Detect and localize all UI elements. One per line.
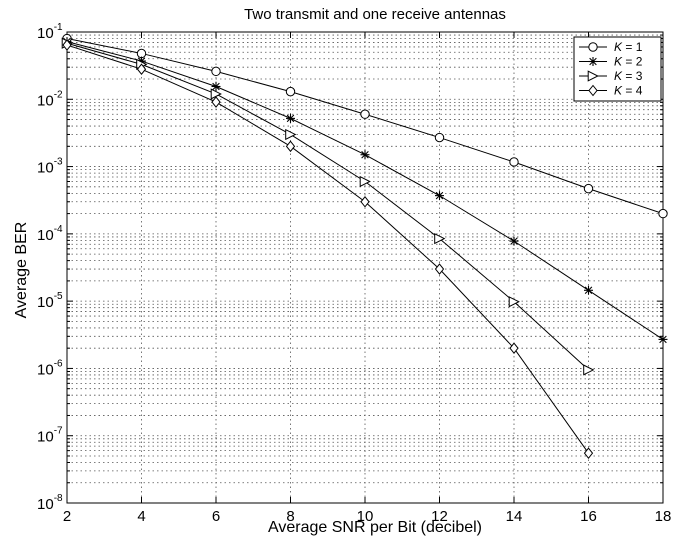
x-tick-label: 18 bbox=[655, 508, 672, 525]
data-point bbox=[434, 232, 446, 245]
data-point bbox=[136, 48, 147, 59]
x-tick-labels: 2 4 6 8 10 12 14 16 18 bbox=[63, 508, 672, 525]
data-point bbox=[359, 175, 371, 188]
series-k-4 bbox=[62, 39, 594, 459]
data-point bbox=[508, 296, 520, 308]
data-point bbox=[583, 364, 595, 376]
data-point bbox=[286, 113, 295, 123]
data-point bbox=[583, 183, 594, 194]
x-tick-label: 14 bbox=[506, 508, 523, 525]
x-tick-label: 6 bbox=[212, 508, 220, 525]
data-point bbox=[285, 140, 296, 153]
data-point bbox=[509, 157, 519, 167]
legend-item: K = 2 bbox=[579, 55, 643, 69]
data-point bbox=[434, 263, 445, 275]
y-axis-label: Average BER bbox=[13, 222, 30, 319]
legend-item: K = 3 bbox=[579, 69, 643, 83]
y-tick-labels: 10-810-710-610-510-410-310-210-1 bbox=[37, 22, 63, 513]
legend-label: K = 2 bbox=[614, 55, 643, 69]
x-tick-label: 16 bbox=[580, 508, 597, 525]
data-point bbox=[62, 39, 72, 51]
x-tick-label: 8 bbox=[286, 508, 294, 525]
grid bbox=[67, 32, 663, 503]
series-k-1 bbox=[62, 33, 668, 219]
series-group bbox=[61, 33, 668, 459]
legend-item: K = 1 bbox=[579, 40, 643, 54]
data-point bbox=[285, 128, 297, 141]
data-point bbox=[658, 334, 668, 344]
x-tick-label: 4 bbox=[137, 508, 145, 525]
data-point bbox=[136, 63, 147, 75]
legend-item: K = 4 bbox=[579, 84, 643, 98]
data-point bbox=[285, 86, 296, 97]
data-point bbox=[588, 57, 598, 66]
legend-label: K = 3 bbox=[614, 69, 643, 83]
data-point bbox=[360, 195, 370, 208]
data-point bbox=[360, 150, 370, 160]
data-point bbox=[211, 66, 221, 77]
data-point bbox=[211, 96, 221, 108]
data-point bbox=[588, 84, 598, 97]
legend-label: K = 1 bbox=[614, 40, 643, 54]
data-point bbox=[434, 132, 445, 143]
x-tick-label: 2 bbox=[63, 508, 71, 525]
legend: K = 1K = 2K = 3K = 4 bbox=[573, 36, 662, 102]
x-tick-label: 10 bbox=[357, 508, 374, 525]
data-point bbox=[211, 81, 221, 91]
x-tick-label: 12 bbox=[431, 508, 448, 525]
data-point bbox=[587, 70, 599, 82]
x-axis-label: Average SNR per Bit (decibel) bbox=[268, 519, 482, 536]
series-line bbox=[66, 42, 589, 371]
data-point bbox=[360, 109, 370, 119]
data-point bbox=[658, 208, 668, 219]
chart-title: Two transmit and one receive antennas bbox=[244, 6, 506, 23]
data-point bbox=[584, 285, 593, 295]
series-line bbox=[66, 44, 589, 454]
data-point bbox=[509, 236, 519, 246]
legend-label: K = 4 bbox=[614, 84, 643, 98]
data-point bbox=[583, 447, 594, 459]
data-point bbox=[588, 42, 598, 52]
data-point bbox=[509, 342, 519, 354]
data-point bbox=[435, 191, 444, 201]
